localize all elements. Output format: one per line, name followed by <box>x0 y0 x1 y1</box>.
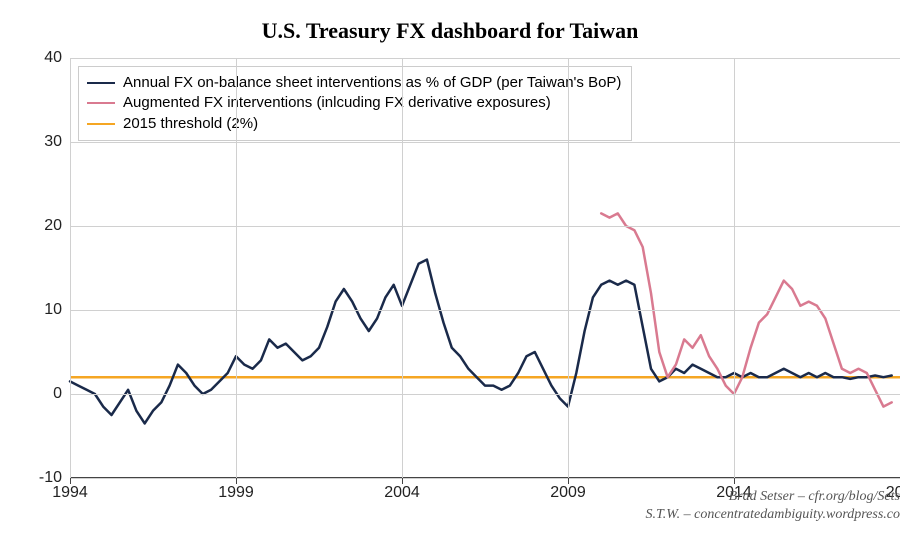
legend-label: 2015 threshold (2%) <box>123 114 258 134</box>
grid-line-v <box>236 58 237 478</box>
grid-line-h <box>70 142 900 143</box>
y-tick-label: 0 <box>53 385 62 403</box>
series-annual_fx <box>70 260 892 424</box>
legend-swatch <box>87 102 115 104</box>
y-tick-label: 30 <box>44 133 62 151</box>
x-tick-label: 2009 <box>550 484 586 502</box>
credit-line-1: Brad Setser – cfr.org/blog/Sets <box>729 489 900 505</box>
grid-line-v <box>568 58 569 478</box>
legend-item: Annual FX on-balance sheet interventions… <box>87 73 621 93</box>
legend-label: Annual FX on-balance sheet interventions… <box>123 73 621 93</box>
x-axis <box>70 477 900 478</box>
grid-line-v <box>402 58 403 478</box>
grid-line-v <box>70 58 71 478</box>
grid-line-h <box>70 478 900 479</box>
legend-item: 2015 threshold (2%) <box>87 114 621 134</box>
x-tick-label: 1994 <box>52 484 88 502</box>
chart-title: U.S. Treasury FX dashboard for Taiwan <box>0 18 900 44</box>
grid-line-h <box>70 226 900 227</box>
plot-area: Annual FX on-balance sheet interventions… <box>70 58 900 478</box>
legend-item: Augmented FX interventions (inlcuding FX… <box>87 93 621 113</box>
x-tick-label: 1999 <box>218 484 254 502</box>
chart-container: U.S. Treasury FX dashboard for Taiwan An… <box>0 0 900 541</box>
y-tick-label: 10 <box>44 301 62 319</box>
y-tick-label: 40 <box>44 49 62 67</box>
legend-swatch <box>87 82 115 84</box>
x-tick-label: 2004 <box>384 484 420 502</box>
grid-line-h <box>70 58 900 59</box>
grid-line-h <box>70 394 900 395</box>
legend-label: Augmented FX interventions (inlcuding FX… <box>123 93 551 113</box>
y-tick-label: 20 <box>44 217 62 235</box>
legend: Annual FX on-balance sheet interventions… <box>78 66 632 141</box>
grid-line-h <box>70 310 900 311</box>
credit-line-2: S.T.W. – concentratedambiguity.wordpress… <box>646 507 900 523</box>
legend-swatch <box>87 123 115 125</box>
grid-line-v <box>734 58 735 478</box>
